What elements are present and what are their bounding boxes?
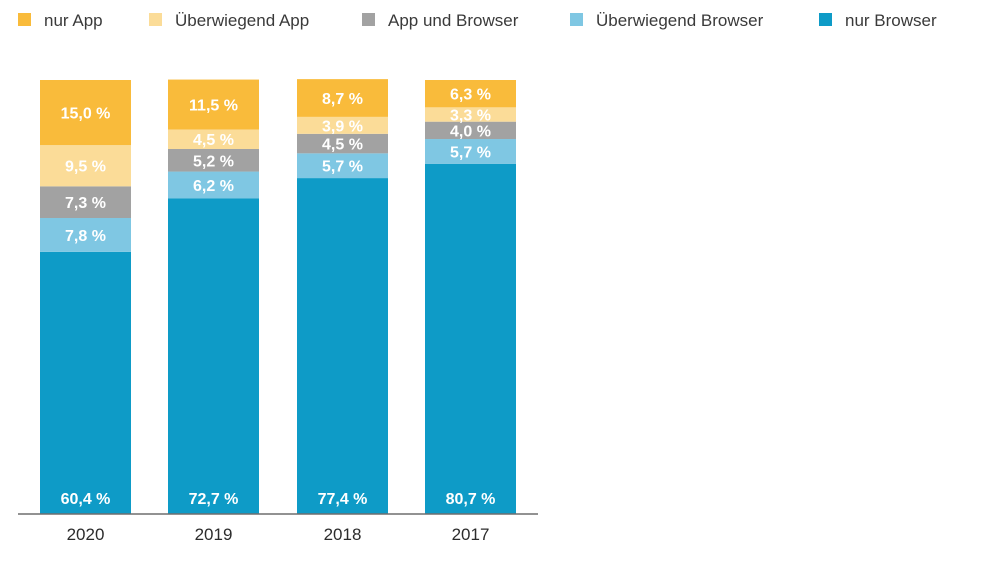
data-label-app-und-browser-2019: 5,2 % (193, 153, 234, 170)
data-label-ueberwiegend-browser-2019: 6,2 % (193, 178, 234, 195)
bar-segment-ueberwiegend-app-2018 (297, 116, 388, 134)
data-label-nur-app-2020: 15,0 % (61, 106, 111, 123)
data-label-app-und-browser-2017: 4,0 % (450, 123, 491, 140)
bar-segment-ueberwiegend-browser-2019 (168, 171, 259, 199)
data-label-ueberwiegend-app-2019: 4,5 % (193, 132, 234, 149)
legend-swatch-ueberwiegend-browser (570, 13, 583, 26)
x-tick-label-2018: 2018 (324, 525, 362, 544)
data-label-nur-app-2018: 8,7 % (322, 91, 363, 108)
data-label-ueberwiegend-browser-2020: 7,8 % (65, 228, 106, 245)
bar-segment-app-und-browser-2020 (40, 186, 131, 219)
legend-label-app-und-browser: App und Browser (388, 11, 519, 30)
bar-segment-nur-browser-2017 (425, 163, 516, 514)
legend-swatch-app-und-browser (362, 13, 375, 26)
data-label-ueberwiegend-browser-2017: 5,7 % (450, 144, 491, 161)
legend-label-nur-browser: nur Browser (845, 11, 937, 30)
bar-segment-app-und-browser-2018 (297, 133, 388, 154)
x-axis-ticks: 2020 2019 2018 2017 (67, 525, 490, 544)
data-label-app-und-browser-2018: 4,5 % (322, 137, 363, 154)
x-tick-label-2019: 2019 (195, 525, 233, 544)
bar-segment-ueberwiegend-app-2020 (40, 145, 131, 187)
data-label-nur-browser-2017: 80,7 % (446, 491, 496, 508)
legend-label-ueberwiegend-app: Überwiegend App (175, 11, 309, 30)
chart-data-labels: 60,4 % 7,8 % 7,3 % 9,5 % 15,0 % 72,7 % 6,2 % 5,… (61, 87, 496, 508)
data-label-nur-app-2017: 6,3 % (450, 87, 491, 104)
legend-label-ueberwiegend-browser: Überwiegend Browser (596, 11, 764, 30)
data-label-nur-app-2019: 11,5 % (189, 98, 238, 115)
bar-segment-ueberwiegend-app-2017 (425, 107, 516, 122)
bar-segment-nur-app-2017 (425, 80, 516, 108)
legend-swatch-nur-app (18, 13, 31, 26)
legend-swatch-ueberwiegend-app (149, 13, 162, 26)
bar-segment-nur-browser-2018 (297, 178, 388, 515)
legend-swatch-nur-browser (819, 13, 832, 26)
bar-segment-app-und-browser-2017 (425, 121, 516, 140)
bar-segment-ueberwiegend-browser-2017 (425, 139, 516, 164)
bar-segment-ueberwiegend-browser-2018 (297, 153, 388, 179)
data-label-app-und-browser-2020: 7,3 % (65, 195, 106, 212)
bar-segment-ueberwiegend-app-2019 (168, 129, 259, 150)
x-tick-label-2020: 2020 (67, 525, 105, 544)
bar-segment-nur-app-2020 (40, 80, 131, 146)
data-label-ueberwiegend-app-2017: 3,3 % (450, 108, 491, 125)
data-label-nur-browser-2018: 77,4 % (318, 491, 368, 508)
legend-label-nur-app: nur App (44, 11, 103, 30)
bar-segment-nur-app-2019 (168, 79, 259, 130)
data-label-nur-browser-2019: 72,7 % (189, 491, 239, 508)
bar-segment-nur-browser-2019 (168, 198, 259, 514)
chart-legend: nur App Überwiegend App App und Browser Übe… (18, 11, 937, 30)
data-label-ueberwiegend-app-2020: 9,5 % (65, 159, 106, 176)
bar-segment-nur-app-2018 (297, 79, 388, 117)
bar-segment-ueberwiegend-browser-2020 (40, 218, 131, 252)
data-label-ueberwiegend-app-2018: 3,9 % (322, 118, 363, 135)
bar-segment-app-und-browser-2019 (168, 149, 259, 172)
data-label-nur-browser-2020: 60,4 % (61, 491, 111, 508)
data-label-ueberwiegend-browser-2018: 5,7 % (322, 159, 363, 176)
x-tick-label-2017: 2017 (452, 525, 490, 544)
bar-segment-nur-browser-2020 (40, 251, 131, 514)
chart-bars (40, 79, 516, 515)
